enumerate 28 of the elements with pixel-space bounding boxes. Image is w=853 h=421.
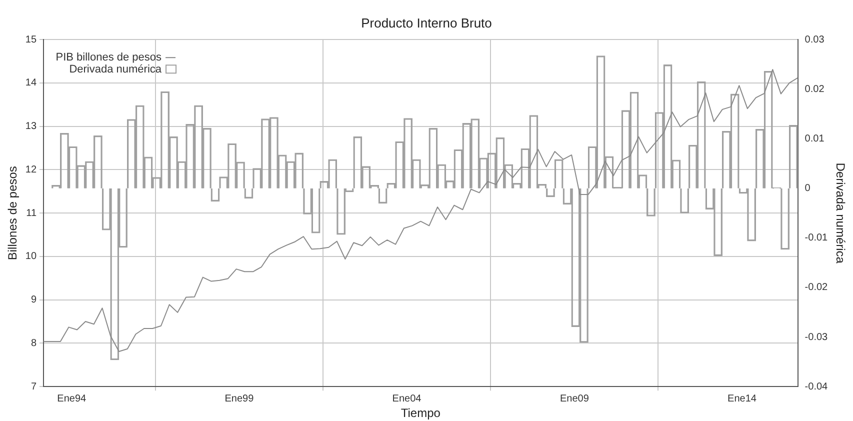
legend-label: Derivada numérica <box>69 64 162 76</box>
y2-tick-label: 0.01 <box>804 133 825 144</box>
y2-tick-label: -0.03 <box>804 332 828 343</box>
x-tick-label: Ene14 <box>728 393 757 404</box>
y-tick-label: 8 <box>30 338 37 349</box>
x-tick-label: Ene99 <box>224 393 254 404</box>
x-tick-label: Ene04 <box>392 393 422 404</box>
y2-tick-label: -0.02 <box>804 282 828 294</box>
x-tick-label: Ene94 <box>57 393 86 404</box>
y2-tick-label: -0.01 <box>804 232 828 244</box>
chart-title: Producto Interno Bruto <box>361 15 492 30</box>
y2-tick-label: 0.02 <box>804 84 825 95</box>
y2-tick-label: -0.04 <box>804 381 828 392</box>
y-tick-label: 7 <box>30 381 37 392</box>
y-tick-label: 11 <box>26 208 37 219</box>
y2-axis-title: Derivada numérica <box>833 162 848 264</box>
legend-label: PIB billones de pesos <box>56 52 162 64</box>
y-tick-label: 9 <box>30 294 37 306</box>
y-tick-label: 13 <box>25 121 37 132</box>
x-axis-title: Tiempo <box>400 406 441 420</box>
y2-tick-label: 0 <box>804 183 811 194</box>
x-tick-label: Ene09 <box>560 393 590 404</box>
y-tick-label: 15 <box>25 34 37 46</box>
y-tick-label: 10 <box>25 251 37 262</box>
y-axis-title: Billones de pesos <box>6 166 20 260</box>
y-tick-label: 12 <box>25 164 37 176</box>
y-tick-label: 14 <box>25 78 37 89</box>
y2-tick-label: 0.03 <box>804 34 825 46</box>
